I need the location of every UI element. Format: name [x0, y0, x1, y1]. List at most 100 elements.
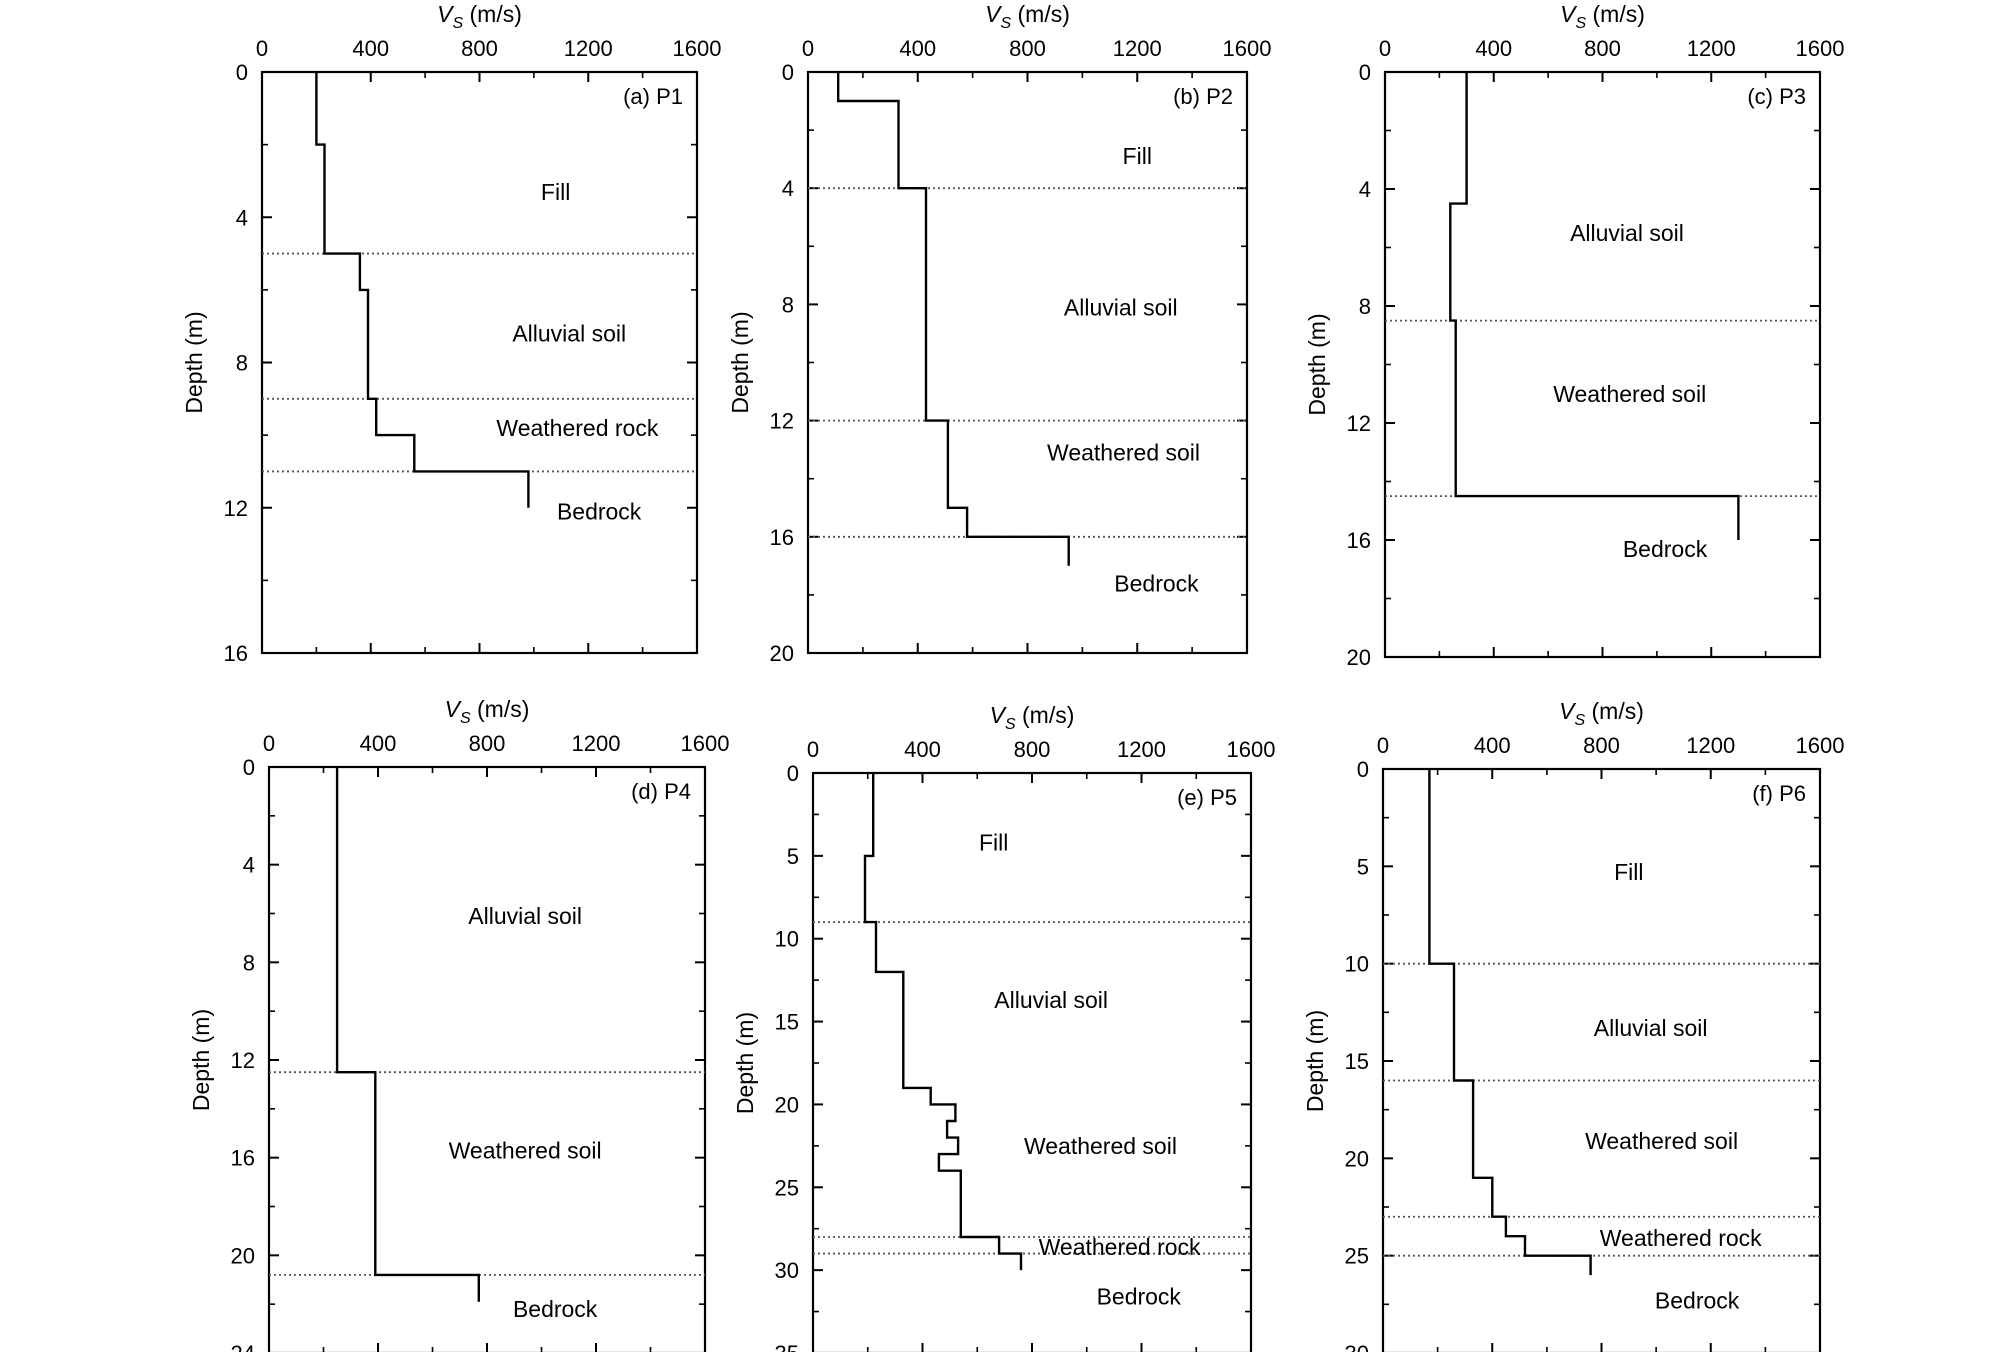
x-axis-title: VS (m/s): [445, 696, 530, 727]
x-tick-label: 1200: [572, 731, 621, 756]
layer-label: Alluvial soil: [1594, 1015, 1708, 1041]
y-tick-label: 20: [770, 641, 794, 666]
plot-frame: [806, 70, 1249, 655]
panel-label: (f) P6: [1752, 781, 1806, 806]
y-tick-label: 5: [1357, 854, 1369, 879]
vs-profile-line: [1428, 769, 1592, 1276]
vs-profile-line: [863, 773, 1023, 1271]
vs-profile-line: [335, 767, 480, 1302]
x-tick-label: 800: [461, 36, 498, 61]
plot-frame: [811, 771, 1253, 1355]
x-tick-label: 400: [1474, 733, 1511, 758]
layer-label: Alluvial soil: [512, 320, 626, 346]
panel-label: (e) P5: [1177, 785, 1237, 810]
layer-label: Weathered soil: [1047, 440, 1200, 466]
layer-label: Bedrock: [1097, 1284, 1182, 1310]
y-tick-label: 10: [775, 927, 799, 952]
x-tick-label: 800: [1583, 733, 1620, 758]
layer-label: Fill: [541, 179, 570, 205]
y-axis-title: Depth (m): [181, 311, 207, 413]
y-tick-label: 15: [1345, 1049, 1369, 1074]
layer-label: Alluvial soil: [1064, 294, 1178, 320]
y-tick-label: 16: [231, 1146, 255, 1171]
x-tick-label: 1600: [673, 36, 722, 61]
layer-label: Alluvial soil: [994, 987, 1108, 1013]
chart-panel-2: 0 400 800 1200 1600 0 4 8 12 16 20 VS (m/s) Depth (m…: [727, 1, 1271, 666]
x-tick-label: 0: [802, 36, 814, 61]
y-tick-label: 12: [231, 1048, 255, 1073]
y-tick-label: 35: [775, 1341, 799, 1352]
layer-label: Weathered soil: [1553, 381, 1706, 407]
layer-label: Weathered rock: [496, 415, 658, 441]
layer-label: Weathered rock: [1600, 1225, 1762, 1251]
y-tick-label: 8: [782, 292, 794, 317]
y-tick-label: 8: [236, 351, 248, 376]
y-tick-label: 12: [1347, 411, 1371, 436]
x-tick-label: 1200: [564, 36, 613, 61]
y-tick-label: 20: [1347, 645, 1371, 670]
x-tick-label: 400: [1475, 36, 1512, 61]
layer-label: Alluvial soil: [1570, 220, 1684, 246]
y-tick-label: 4: [1359, 177, 1371, 202]
y-tick-label: 25: [1345, 1244, 1369, 1269]
y-axis-title: Depth (m): [1302, 1010, 1328, 1112]
y-tick-label: 0: [1359, 60, 1371, 85]
panel-label: (a) P1: [623, 84, 683, 109]
x-axis-title: VS (m/s): [985, 1, 1070, 32]
panel-label: (d) P4: [631, 779, 691, 804]
y-tick-label: 0: [1357, 757, 1369, 782]
x-tick-label: 800: [469, 731, 506, 756]
y-tick-label: 15: [775, 1010, 799, 1035]
y-axis-title: Depth (m): [1304, 313, 1330, 415]
y-tick-label: 8: [1359, 294, 1371, 319]
y-tick-label: 0: [782, 60, 794, 85]
layer-label: Bedrock: [1623, 536, 1708, 562]
y-tick-label: 10: [1345, 952, 1369, 977]
layer-label: Bedrock: [1114, 570, 1199, 596]
y-tick-label: 20: [1345, 1146, 1369, 1171]
y-tick-label: 0: [787, 761, 799, 786]
y-tick-label: 16: [224, 641, 248, 666]
y-tick-label: 12: [770, 409, 794, 434]
x-tick-label: 1200: [1687, 36, 1736, 61]
layer-label: Bedrock: [1655, 1287, 1740, 1313]
y-tick-label: 24: [231, 1341, 255, 1352]
y-axis-title: Depth (m): [188, 1009, 214, 1111]
y-axis-title: Depth (m): [732, 1012, 758, 1114]
plot-frame: [1383, 70, 1822, 659]
x-tick-label: 1600: [1223, 36, 1272, 61]
x-tick-label: 1600: [681, 731, 730, 756]
plot-frame: [267, 765, 707, 1355]
y-tick-label: 30: [1345, 1341, 1369, 1352]
x-tick-label: 800: [1584, 36, 1621, 61]
chart-panel-1: 0 400 800 1200 1600 0 4 8 12 16 VS (m/s) Depth (m) F…: [181, 1, 721, 666]
y-tick-label: 20: [775, 1092, 799, 1117]
layer-label: Bedrock: [513, 1296, 598, 1322]
plot-frame: [260, 70, 699, 655]
x-tick-label: 1600: [1796, 733, 1845, 758]
y-tick-label: 16: [770, 525, 794, 550]
layer-label: Fill: [979, 830, 1008, 856]
y-tick-label: 0: [243, 755, 255, 780]
x-tick-label: 800: [1009, 36, 1046, 61]
x-tick-label: 1200: [1117, 737, 1166, 762]
y-tick-label: 8: [243, 950, 255, 975]
x-axis-title: VS (m/s): [990, 702, 1075, 733]
panel-label: (c) P3: [1747, 84, 1806, 109]
x-tick-label: 400: [899, 36, 936, 61]
x-axis-title: VS (m/s): [1560, 1, 1645, 32]
x-tick-label: 400: [904, 737, 941, 762]
y-tick-label: 30: [775, 1258, 799, 1283]
x-tick-label: 0: [807, 737, 819, 762]
x-tick-label: 400: [352, 36, 389, 61]
y-tick-label: 4: [782, 176, 794, 201]
y-axis-title: Depth (m): [727, 311, 753, 413]
vs-profile-line: [837, 72, 1070, 566]
layer-label: Fill: [1614, 859, 1643, 885]
x-tick-label: 0: [256, 36, 268, 61]
plot-frame: [1381, 767, 1822, 1355]
x-tick-label: 400: [360, 731, 397, 756]
x-tick-label: 0: [263, 731, 275, 756]
